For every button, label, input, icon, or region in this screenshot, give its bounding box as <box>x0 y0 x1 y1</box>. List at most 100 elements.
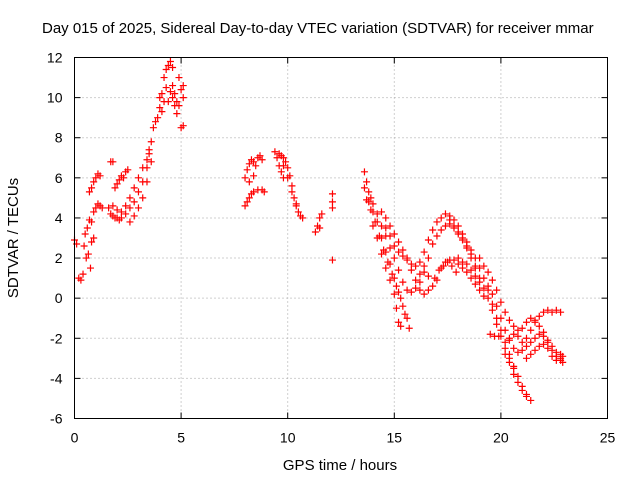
data-point <box>493 286 501 294</box>
data-point <box>113 180 121 188</box>
data-point <box>143 178 151 186</box>
data-point <box>535 330 543 338</box>
data-point <box>88 184 96 192</box>
data-point <box>552 356 560 364</box>
data-point <box>446 216 454 224</box>
data-point <box>169 94 177 102</box>
data-point <box>117 208 125 216</box>
data-point <box>476 278 484 286</box>
data-point <box>395 248 403 256</box>
data-point <box>311 228 319 236</box>
data-point <box>463 260 471 268</box>
data-point <box>299 214 307 222</box>
grid <box>74 57 608 419</box>
data-point <box>292 200 300 208</box>
data-point <box>380 246 388 254</box>
y-tick-label: -2 <box>50 330 63 346</box>
data-point <box>454 254 462 262</box>
y-tick-label: 2 <box>55 250 63 266</box>
data-point <box>367 206 375 214</box>
data-point <box>395 266 403 274</box>
x-axis-title: GPS time / hours <box>283 457 397 474</box>
y-tick-label: -4 <box>50 370 63 386</box>
data-point <box>497 314 505 322</box>
data-point <box>98 204 106 212</box>
data-point <box>390 242 398 250</box>
data-point <box>514 378 522 386</box>
data-point <box>120 174 128 182</box>
data-point <box>412 262 420 270</box>
data-point <box>540 340 548 348</box>
data-point <box>282 158 290 166</box>
data-point <box>382 264 390 272</box>
data-point <box>420 262 428 270</box>
data-point <box>130 198 138 206</box>
data-point <box>435 266 443 274</box>
data-point <box>407 266 415 274</box>
data-point <box>420 290 428 298</box>
data-point <box>493 320 501 328</box>
data-point <box>399 278 407 286</box>
data-point <box>260 188 268 196</box>
data-point <box>510 370 518 378</box>
data-point <box>86 264 94 272</box>
data-point <box>544 344 552 352</box>
data-point <box>544 338 552 346</box>
data-point <box>166 88 174 96</box>
data-point <box>378 250 386 258</box>
data-point <box>90 178 98 186</box>
data-point <box>424 286 432 294</box>
data-point <box>252 162 260 170</box>
data-point <box>429 240 437 248</box>
data-point <box>527 350 535 358</box>
data-point <box>531 334 539 342</box>
data-point <box>429 226 437 234</box>
chart-title: Day 015 of 2025, Sidereal Day-to-day VTE… <box>42 20 594 37</box>
data-point <box>420 248 428 256</box>
data-point <box>467 266 475 274</box>
x-tick-label: 5 <box>177 430 185 446</box>
data-point <box>166 58 174 66</box>
data-point <box>277 168 285 176</box>
data-point <box>514 348 522 356</box>
data-point <box>113 206 121 214</box>
data-point <box>386 232 394 240</box>
data-point <box>480 262 488 270</box>
data-point <box>328 198 336 206</box>
data-point <box>424 236 432 244</box>
data-point <box>505 334 513 342</box>
data-point <box>441 222 449 230</box>
data-point <box>360 168 368 176</box>
data-point <box>173 98 181 106</box>
data-point <box>486 330 494 338</box>
data-point <box>328 204 336 212</box>
data-point <box>279 162 287 170</box>
data-point <box>424 272 432 280</box>
data-point <box>501 338 509 346</box>
data-point <box>122 210 130 218</box>
data-points <box>71 58 567 404</box>
data-point <box>241 202 249 210</box>
data-point <box>245 160 253 168</box>
data-point <box>258 156 266 164</box>
data-point <box>369 222 377 230</box>
data-point <box>493 302 501 310</box>
data-point <box>522 318 530 326</box>
data-point <box>454 260 462 268</box>
data-point <box>390 274 398 282</box>
data-point <box>552 306 560 314</box>
data-point <box>284 174 292 182</box>
data-point <box>111 184 119 192</box>
data-point <box>476 254 484 262</box>
data-point <box>179 94 187 102</box>
data-point <box>450 256 458 264</box>
data-point <box>471 272 479 280</box>
data-point <box>164 62 172 70</box>
data-point <box>363 178 371 186</box>
data-point <box>522 354 530 362</box>
data-point <box>471 280 479 288</box>
data-point <box>412 276 420 284</box>
y-tick-label: 6 <box>55 170 63 186</box>
data-point <box>416 258 424 266</box>
